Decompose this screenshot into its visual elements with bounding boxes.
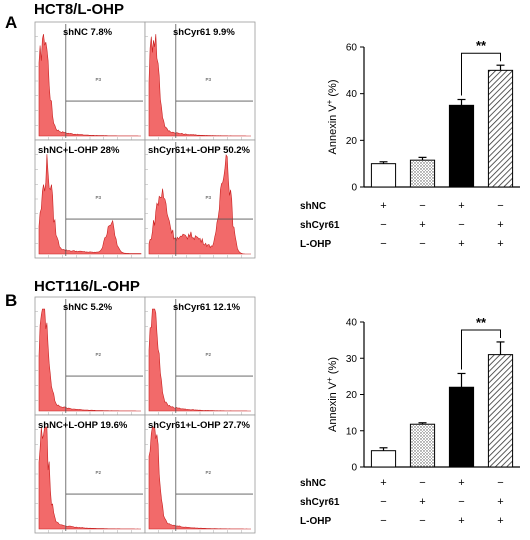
gate-label: P2 bbox=[206, 470, 212, 475]
condition-sign: + bbox=[458, 200, 464, 212]
y-tick-label: 10 bbox=[346, 426, 358, 437]
condition-label: shNC bbox=[300, 478, 326, 489]
histogram-curve bbox=[148, 308, 251, 412]
y-axis-title-superscript: + bbox=[325, 377, 334, 382]
significance-bracket bbox=[461, 52, 501, 96]
flow-histogram: P2 shCyr61+L-OHP 27.7% bbox=[144, 414, 256, 534]
condition-sign: − bbox=[497, 477, 503, 489]
gate-label: P2 bbox=[96, 470, 102, 475]
y-tick-label: 30 bbox=[346, 354, 358, 365]
flow-percent-label: shNC+L-OHP 19.6% bbox=[38, 420, 128, 431]
histogram-curve bbox=[38, 308, 141, 412]
y-axis-title-unit: (%) bbox=[327, 80, 339, 100]
flow-percent-label: shNC 7.8% bbox=[63, 27, 113, 38]
panel-b-letter: B bbox=[5, 291, 18, 310]
histogram-curve bbox=[38, 426, 141, 530]
bar bbox=[370, 450, 397, 468]
condition-sign: + bbox=[380, 477, 386, 489]
gate-label: P3 bbox=[206, 77, 212, 82]
bar bbox=[448, 386, 475, 468]
bar bbox=[409, 159, 436, 188]
condition-sign: + bbox=[419, 496, 425, 508]
y-tick-label: 60 bbox=[346, 43, 358, 54]
flow-percent-label: shCyr61+L-OHP 50.2% bbox=[148, 145, 251, 156]
y-tick-label: 40 bbox=[346, 89, 358, 100]
panel-a-letter: A bbox=[5, 13, 18, 32]
y-axis-title-unit: (%) bbox=[327, 357, 339, 377]
significance-bracket bbox=[461, 329, 501, 370]
condition-sign: − bbox=[380, 496, 386, 508]
histogram-curve bbox=[148, 426, 251, 530]
condition-sign: − bbox=[380, 515, 386, 527]
condition-label: L-OHP bbox=[300, 516, 331, 527]
histogram-curve bbox=[148, 154, 251, 255]
condition-sign: + bbox=[497, 515, 503, 527]
condition-sign: + bbox=[497, 238, 503, 250]
y-axis-title-main: Annexin V bbox=[327, 104, 339, 155]
condition-sign: − bbox=[497, 200, 503, 212]
condition-sign: − bbox=[380, 219, 386, 231]
bar bbox=[487, 69, 514, 188]
flow-histogram: P3 shCyr61+L-OHP 50.2% bbox=[144, 139, 256, 259]
condition-sign: + bbox=[458, 515, 464, 527]
panel-a-title: HCT8/L-OHP bbox=[34, 1, 124, 18]
flow-histogram: P2 shNC 5.2% bbox=[34, 296, 146, 416]
flow-histogram: P2 shCyr61 12.1% bbox=[144, 296, 256, 416]
y-axis-title-superscript: + bbox=[325, 99, 334, 104]
y-tick-label: 40 bbox=[346, 318, 358, 329]
significance-label: ** bbox=[476, 315, 487, 330]
condition-sign: + bbox=[419, 219, 425, 231]
histogram-curve bbox=[38, 34, 141, 137]
flow-histogram: P2 shNC+L-OHP 19.6% bbox=[34, 414, 146, 534]
condition-sign: − bbox=[419, 515, 425, 527]
histogram-curve bbox=[148, 34, 251, 137]
flow-percent-label: shNC 5.2% bbox=[63, 302, 113, 313]
y-tick-label: 0 bbox=[351, 463, 357, 474]
gate-label: P3 bbox=[96, 77, 102, 82]
y-tick-label: 0 bbox=[351, 183, 357, 194]
condition-sign: + bbox=[458, 477, 464, 489]
y-tick-label: 20 bbox=[346, 390, 358, 401]
flow-histogram: P3 shNC+L-OHP 28% bbox=[34, 139, 146, 259]
y-tick-label: 20 bbox=[346, 136, 358, 147]
condition-label: shCyr61 bbox=[300, 497, 340, 508]
bar bbox=[409, 423, 436, 468]
histogram-curve bbox=[38, 154, 142, 255]
condition-sign: + bbox=[497, 496, 503, 508]
condition-label: shNC bbox=[300, 201, 326, 212]
gate-label: P3 bbox=[96, 195, 102, 200]
condition-sign: − bbox=[419, 238, 425, 250]
condition-sign: − bbox=[380, 238, 386, 250]
significance-label: ** bbox=[476, 38, 487, 53]
flow-percent-label: shCyr61 9.9% bbox=[173, 27, 235, 38]
condition-sign: − bbox=[419, 477, 425, 489]
gate-label: P3 bbox=[206, 195, 212, 200]
condition-sign: − bbox=[458, 496, 464, 508]
flow-percent-label: shCyr61 12.1% bbox=[173, 302, 241, 313]
condition-sign: − bbox=[419, 200, 425, 212]
gate-label: P2 bbox=[96, 352, 102, 357]
flow-histogram: P3 shNC 7.8% bbox=[34, 21, 146, 141]
y-axis-title: Annexin V+ (%) bbox=[325, 357, 339, 432]
flow-histogram: P3 shCyr61 9.9% bbox=[144, 21, 256, 141]
bar bbox=[487, 354, 514, 468]
condition-sign: + bbox=[380, 200, 386, 212]
gate-label: P2 bbox=[206, 352, 212, 357]
condition-sign: + bbox=[458, 238, 464, 250]
condition-sign: − bbox=[458, 219, 464, 231]
y-axis-title: Annexin V+ (%) bbox=[325, 80, 339, 155]
y-axis-title-main: Annexin V bbox=[327, 381, 339, 432]
panel-b-title: HCT116/L-OHP bbox=[34, 278, 140, 295]
flow-percent-label: shNC+L-OHP 28% bbox=[38, 145, 120, 156]
condition-label: shCyr61 bbox=[300, 220, 340, 231]
flow-percent-label: shCyr61+L-OHP 27.7% bbox=[148, 420, 251, 431]
condition-sign: + bbox=[497, 219, 503, 231]
condition-label: L-OHP bbox=[300, 239, 331, 250]
